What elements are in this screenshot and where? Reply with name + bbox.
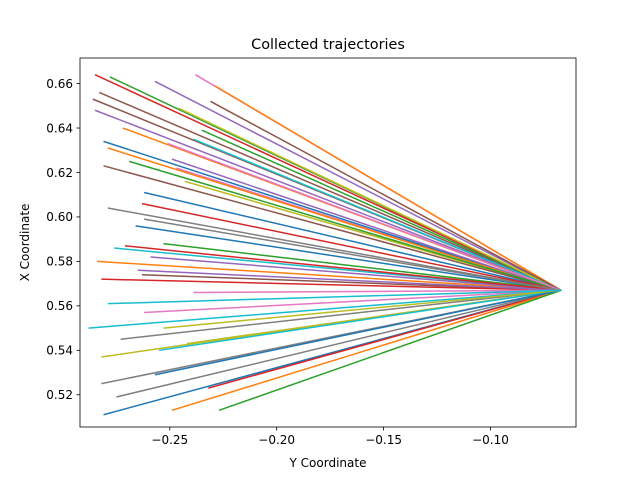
trajectory-lines <box>88 73 562 416</box>
trajectory-line <box>107 147 562 292</box>
trajectory-line <box>103 140 562 292</box>
x-tick-label: −0.10 <box>472 433 509 447</box>
trajectory-line <box>143 191 562 292</box>
trajectory-line <box>97 260 562 292</box>
y-axis-ticks: 0.52 0.54 0.56 0.58 0.60 0.62 0.64 0.66 <box>46 77 80 402</box>
trajectory-line <box>120 289 562 340</box>
x-tick-label: −0.15 <box>365 433 402 447</box>
trajectory-line <box>154 80 562 291</box>
trajectory-line <box>137 269 562 292</box>
trajectory-line <box>116 289 562 398</box>
trajectory-line <box>107 207 562 292</box>
trajectory-line <box>171 289 562 412</box>
x-axis-label: Y Coordinate <box>289 456 367 470</box>
trajectory-line <box>154 289 562 376</box>
trajectory-line <box>141 202 562 292</box>
trajectory-line <box>88 289 562 329</box>
y-axis-label: X Coordinate <box>18 204 32 282</box>
trajectory-line <box>193 138 562 291</box>
y-tick-label: 0.52 <box>46 388 73 402</box>
trajectory-line <box>103 165 562 292</box>
x-tick-label: −0.20 <box>258 433 295 447</box>
trajectory-line <box>163 242 562 292</box>
trajectory-line <box>98 91 562 291</box>
trajectory-line <box>201 129 562 291</box>
trajectory-line <box>163 289 562 329</box>
trajectory-line <box>94 73 562 291</box>
trajectory-line <box>107 289 562 305</box>
trajectory-line <box>178 107 562 291</box>
chart-title: Collected trajectories <box>251 37 405 53</box>
y-tick-label: 0.60 <box>46 210 73 224</box>
trajectory-line <box>144 218 562 292</box>
trajectory-line <box>193 289 562 294</box>
y-tick-label: 0.64 <box>46 121 73 135</box>
trajectory-line <box>135 225 562 292</box>
trajectory-line <box>214 85 562 291</box>
trajectory-line <box>124 245 562 292</box>
trajectory-line <box>144 289 562 314</box>
trajectory-line <box>218 289 562 412</box>
trajectory-line <box>128 160 562 292</box>
y-tick-label: 0.58 <box>46 255 73 269</box>
y-tick-label: 0.66 <box>46 77 73 91</box>
plot-frame <box>79 57 577 428</box>
y-tick-label: 0.56 <box>46 299 73 313</box>
y-tick-label: 0.54 <box>46 344 73 358</box>
trajectory-line <box>171 158 562 292</box>
trajectory-line <box>150 256 562 292</box>
trajectory-line <box>101 278 562 292</box>
x-axis-ticks: −0.25 −0.20 −0.15 −0.10 <box>151 427 509 447</box>
y-tick-label: 0.62 <box>46 166 73 180</box>
trajectory-line <box>167 142 562 291</box>
trajectory-line <box>210 100 562 291</box>
x-tick-label: −0.25 <box>151 433 188 447</box>
trajectory-line <box>94 109 562 291</box>
trajectory-line <box>208 289 562 389</box>
trajectory-line <box>158 289 562 352</box>
